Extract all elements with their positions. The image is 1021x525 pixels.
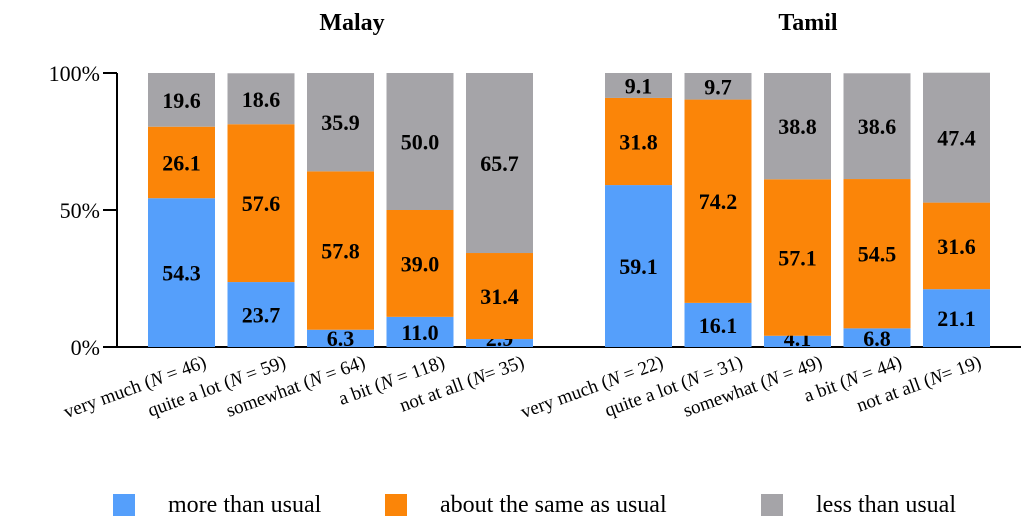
legend-label: less than usual <box>816 492 956 518</box>
value-label: 54.5 <box>858 242 897 267</box>
value-label: 38.8 <box>778 114 817 139</box>
bar-segment-less <box>843 73 911 180</box>
bar-segment-less <box>307 73 374 172</box>
y-tick-label: 0% <box>71 335 100 360</box>
value-label: 26.1 <box>162 150 201 175</box>
value-label: 39.0 <box>401 251 440 276</box>
legend-swatch-same <box>385 494 407 516</box>
value-label: 23.7 <box>242 303 281 328</box>
value-label: 9.7 <box>704 74 732 99</box>
bar-segment-more <box>227 282 295 347</box>
bar-segment-less <box>148 73 215 127</box>
value-label: 59.1 <box>619 254 658 279</box>
bar-segment-same <box>227 124 295 283</box>
value-label: 21.1 <box>937 306 976 331</box>
bar-segment-more <box>605 185 672 347</box>
legend-swatch-more <box>113 494 135 516</box>
bar-segment-more <box>148 198 215 347</box>
y-tick-label: 100% <box>49 61 100 86</box>
bar-segment-same <box>386 210 454 317</box>
bar-segment-less <box>764 73 831 180</box>
value-label: 11.0 <box>401 320 438 345</box>
value-label: 31.6 <box>937 234 976 259</box>
value-label: 9.1 <box>625 73 653 98</box>
bar-segment-more <box>843 328 911 347</box>
value-label: 54.3 <box>162 261 201 286</box>
value-label: 57.6 <box>242 191 281 216</box>
value-label: 6.8 <box>863 326 891 351</box>
bar-segment-more <box>386 316 454 347</box>
bar-segment-same <box>466 253 533 340</box>
bar-segment-same <box>684 99 752 303</box>
value-label: 57.1 <box>778 246 817 271</box>
panel-title: Tamil <box>778 10 837 36</box>
value-label: 19.6 <box>162 88 201 113</box>
panel-title: Malay <box>319 10 384 36</box>
value-label: 65.7 <box>480 151 519 176</box>
value-label: 31.8 <box>619 130 658 155</box>
bar-segment-more <box>684 302 752 347</box>
bar-segment-less <box>605 73 672 98</box>
value-label: 57.8 <box>321 239 360 264</box>
bar-segment-more <box>923 289 990 347</box>
value-label: 38.6 <box>858 114 897 139</box>
bar-segment-more <box>466 339 533 347</box>
bar-segment-less <box>923 72 990 203</box>
bar-segment-same <box>605 97 672 186</box>
bar-segment-same <box>148 126 215 199</box>
value-label: 50.0 <box>401 130 440 155</box>
bar-segment-more <box>764 335 831 347</box>
value-label: 16.1 <box>699 313 738 338</box>
y-tick-label: 50% <box>60 198 100 223</box>
value-label: 18.6 <box>242 87 281 112</box>
legend-label: more than usual <box>168 492 322 518</box>
value-label: 74.2 <box>699 189 738 214</box>
bar-segment-less <box>684 73 752 100</box>
bar-segment-same <box>923 202 990 290</box>
value-label: 35.9 <box>321 110 360 135</box>
value-label: 31.4 <box>480 284 519 309</box>
legend-label: about the same as usual <box>440 492 667 518</box>
bar-segment-more <box>307 329 374 347</box>
bar-segment-less <box>466 73 533 254</box>
bar-segment-same <box>307 171 374 330</box>
value-label: 47.4 <box>937 126 976 151</box>
legend-swatch-less <box>761 494 783 516</box>
bar-segment-less <box>386 73 454 210</box>
bar-segment-same <box>843 179 911 329</box>
bar-segment-less <box>227 73 295 125</box>
value-label: 6.3 <box>327 326 355 351</box>
bar-segment-same <box>764 179 831 336</box>
